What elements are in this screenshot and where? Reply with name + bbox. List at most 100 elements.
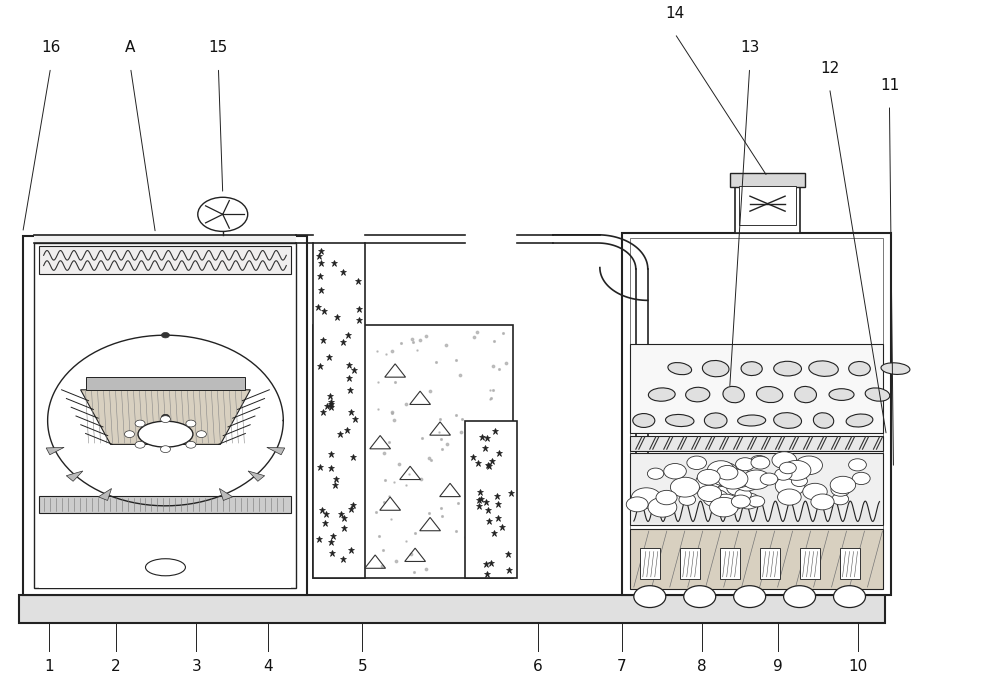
Bar <box>23 236 307 594</box>
Circle shape <box>664 464 686 479</box>
Circle shape <box>135 441 145 448</box>
Bar <box>313 243 365 577</box>
Circle shape <box>750 456 768 467</box>
Bar <box>622 233 891 594</box>
Text: 2: 2 <box>111 659 120 674</box>
Bar <box>840 548 860 579</box>
Circle shape <box>710 497 738 517</box>
Bar <box>630 436 883 451</box>
Polygon shape <box>66 471 83 482</box>
Ellipse shape <box>846 414 873 427</box>
Circle shape <box>718 469 748 489</box>
Circle shape <box>648 497 677 517</box>
Bar <box>39 496 291 512</box>
Polygon shape <box>98 488 112 501</box>
Circle shape <box>161 332 169 338</box>
Circle shape <box>713 494 739 512</box>
Text: 8: 8 <box>697 659 707 674</box>
Text: 13: 13 <box>740 40 759 55</box>
Circle shape <box>791 475 807 486</box>
Ellipse shape <box>633 414 655 428</box>
Ellipse shape <box>138 421 193 447</box>
Ellipse shape <box>702 360 729 377</box>
Circle shape <box>712 469 737 486</box>
Bar <box>680 548 700 579</box>
Circle shape <box>698 485 722 501</box>
Circle shape <box>715 463 737 478</box>
Circle shape <box>717 465 738 480</box>
Bar <box>34 243 296 588</box>
Ellipse shape <box>704 413 727 428</box>
Circle shape <box>778 489 801 505</box>
Bar <box>19 594 885 623</box>
Circle shape <box>852 473 870 484</box>
Bar <box>630 529 883 589</box>
Circle shape <box>782 460 811 480</box>
Circle shape <box>703 490 729 507</box>
Bar <box>630 238 883 589</box>
Circle shape <box>830 476 856 494</box>
Circle shape <box>731 495 750 508</box>
Circle shape <box>160 416 170 423</box>
Ellipse shape <box>865 388 890 402</box>
Circle shape <box>135 420 145 427</box>
Circle shape <box>727 481 748 495</box>
Bar <box>86 378 245 390</box>
Circle shape <box>795 456 822 475</box>
Circle shape <box>696 473 721 490</box>
Text: 6: 6 <box>533 659 543 674</box>
Ellipse shape <box>668 363 692 375</box>
Bar <box>34 235 296 243</box>
Text: 11: 11 <box>880 78 899 93</box>
Bar <box>465 421 517 577</box>
Circle shape <box>736 458 755 471</box>
Circle shape <box>626 497 648 512</box>
Text: 9: 9 <box>773 659 782 674</box>
Ellipse shape <box>774 412 802 428</box>
Text: 12: 12 <box>820 61 839 76</box>
Circle shape <box>125 431 135 438</box>
Circle shape <box>196 431 206 438</box>
Circle shape <box>849 459 866 471</box>
Bar <box>739 185 796 224</box>
Circle shape <box>832 493 849 505</box>
Polygon shape <box>219 488 233 501</box>
Ellipse shape <box>774 361 801 376</box>
Ellipse shape <box>849 362 870 376</box>
Bar <box>760 548 780 579</box>
Circle shape <box>779 462 796 474</box>
Polygon shape <box>81 390 250 445</box>
Text: 10: 10 <box>848 659 867 674</box>
Circle shape <box>725 469 752 488</box>
Circle shape <box>701 487 719 499</box>
Circle shape <box>742 470 771 489</box>
Circle shape <box>772 451 797 469</box>
Circle shape <box>707 461 734 479</box>
Circle shape <box>737 493 760 509</box>
Bar <box>630 453 883 525</box>
Circle shape <box>734 586 766 607</box>
Text: 3: 3 <box>192 659 201 674</box>
Bar <box>313 325 513 577</box>
Ellipse shape <box>738 415 766 426</box>
Ellipse shape <box>686 387 710 402</box>
Circle shape <box>734 473 760 491</box>
Circle shape <box>775 469 792 480</box>
Circle shape <box>784 586 816 607</box>
Circle shape <box>634 586 666 607</box>
Ellipse shape <box>881 363 910 374</box>
Ellipse shape <box>666 415 694 427</box>
Text: 16: 16 <box>41 40 60 55</box>
Ellipse shape <box>723 386 744 403</box>
Text: 15: 15 <box>209 40 228 55</box>
Circle shape <box>631 488 661 508</box>
Ellipse shape <box>795 386 816 403</box>
Ellipse shape <box>813 412 834 428</box>
Text: A: A <box>125 40 136 55</box>
Bar <box>630 344 883 433</box>
Circle shape <box>684 586 716 607</box>
Circle shape <box>679 494 696 505</box>
Circle shape <box>775 476 805 496</box>
Ellipse shape <box>741 362 762 376</box>
Text: 1: 1 <box>44 659 53 674</box>
